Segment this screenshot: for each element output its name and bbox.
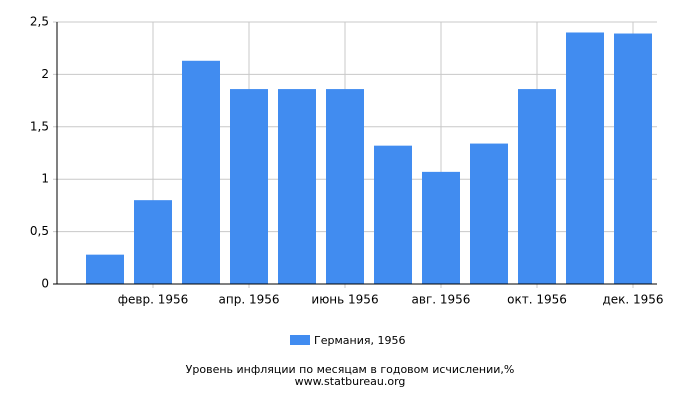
y-tick-label: 0,5 [30,224,49,238]
bar [566,32,604,285]
bar [518,89,556,285]
bar [86,254,124,284]
x-tick-label: февр. 1956 [118,293,189,307]
bar [326,89,364,285]
bar [614,33,652,284]
x-tick-label: окт. 1956 [507,293,567,307]
x-tick-label: июнь 1956 [311,293,378,307]
y-tick-label: 0 [41,277,49,291]
y-tick-label: 2,5 [30,15,49,29]
bar [278,89,316,285]
bar [422,171,460,284]
bar [134,200,172,284]
y-tick-label: 1 [41,172,49,186]
bar [374,145,412,284]
legend-swatch [290,335,310,345]
legend-label: Германия, 1956 [314,334,405,347]
y-tick-label: 1,5 [30,119,49,133]
x-tick-label: авг. 1956 [412,293,471,307]
chart-subtitle: www.statbureau.org [295,375,406,388]
bar [182,60,220,284]
chart-title: Уровень инфляции по месяцам в годовом ис… [186,363,515,376]
x-tick-label: дек. 1956 [602,293,663,307]
bar [470,143,508,284]
x-tick-label: апр. 1956 [219,293,280,307]
bar [230,89,268,285]
y-tick-label: 2 [41,67,49,81]
